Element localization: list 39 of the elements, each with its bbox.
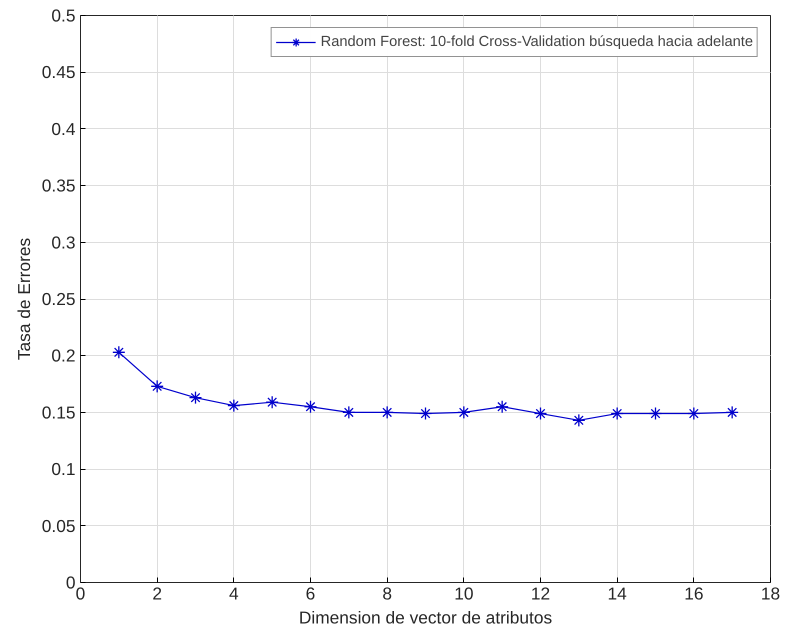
- point: [150, 380, 164, 393]
- point: [380, 406, 394, 420]
- x-tick-label: 12: [530, 584, 550, 604]
- x-tick-label: 16: [684, 584, 704, 604]
- y-tick-label: 0.15: [42, 402, 76, 422]
- y-tick-label: 0.25: [42, 289, 76, 309]
- legend-label: Random Forest: 10-fold Cross-Validation búsqueda hacia adelante: [320, 34, 753, 50]
- point: [534, 406, 548, 420]
- y-tick-label: 0.45: [42, 62, 76, 82]
- x-tick-label: 2: [152, 584, 162, 604]
- point: [112, 346, 126, 359]
- x-tick-label: 18: [760, 584, 780, 604]
- x-tick-label: 10: [454, 584, 474, 604]
- point: [496, 400, 509, 414]
- point: [342, 406, 356, 420]
- point: [418, 406, 432, 420]
- x-tick-label: 8: [382, 584, 392, 604]
- x-tick-label: 4: [229, 584, 240, 604]
- x-axis-title: Dimension de vector de atributos: [298, 608, 552, 628]
- point: [457, 406, 470, 420]
- y-tick-label: 0.05: [42, 516, 76, 536]
- point: [610, 406, 624, 420]
- point: [188, 391, 202, 404]
- point: [227, 398, 240, 412]
- y-axis-title: Tasa de Errores: [14, 238, 34, 360]
- y-tick-label: 0.5: [51, 6, 76, 26]
- point: [266, 396, 279, 409]
- x-tick-label: 14: [608, 584, 628, 604]
- point: [687, 406, 700, 420]
- y-tick-label: 0.1: [51, 459, 76, 480]
- point: [648, 406, 662, 420]
- y-tick-label: 0.35: [42, 176, 76, 196]
- point: [304, 400, 318, 414]
- y-tick-label: 0.3: [51, 232, 76, 252]
- y-tick-label: 0.4: [51, 118, 76, 139]
- point: [572, 414, 586, 427]
- y-tick-label: 0.2: [51, 346, 76, 366]
- x-tick-label: 6: [306, 584, 316, 604]
- point: [726, 406, 739, 420]
